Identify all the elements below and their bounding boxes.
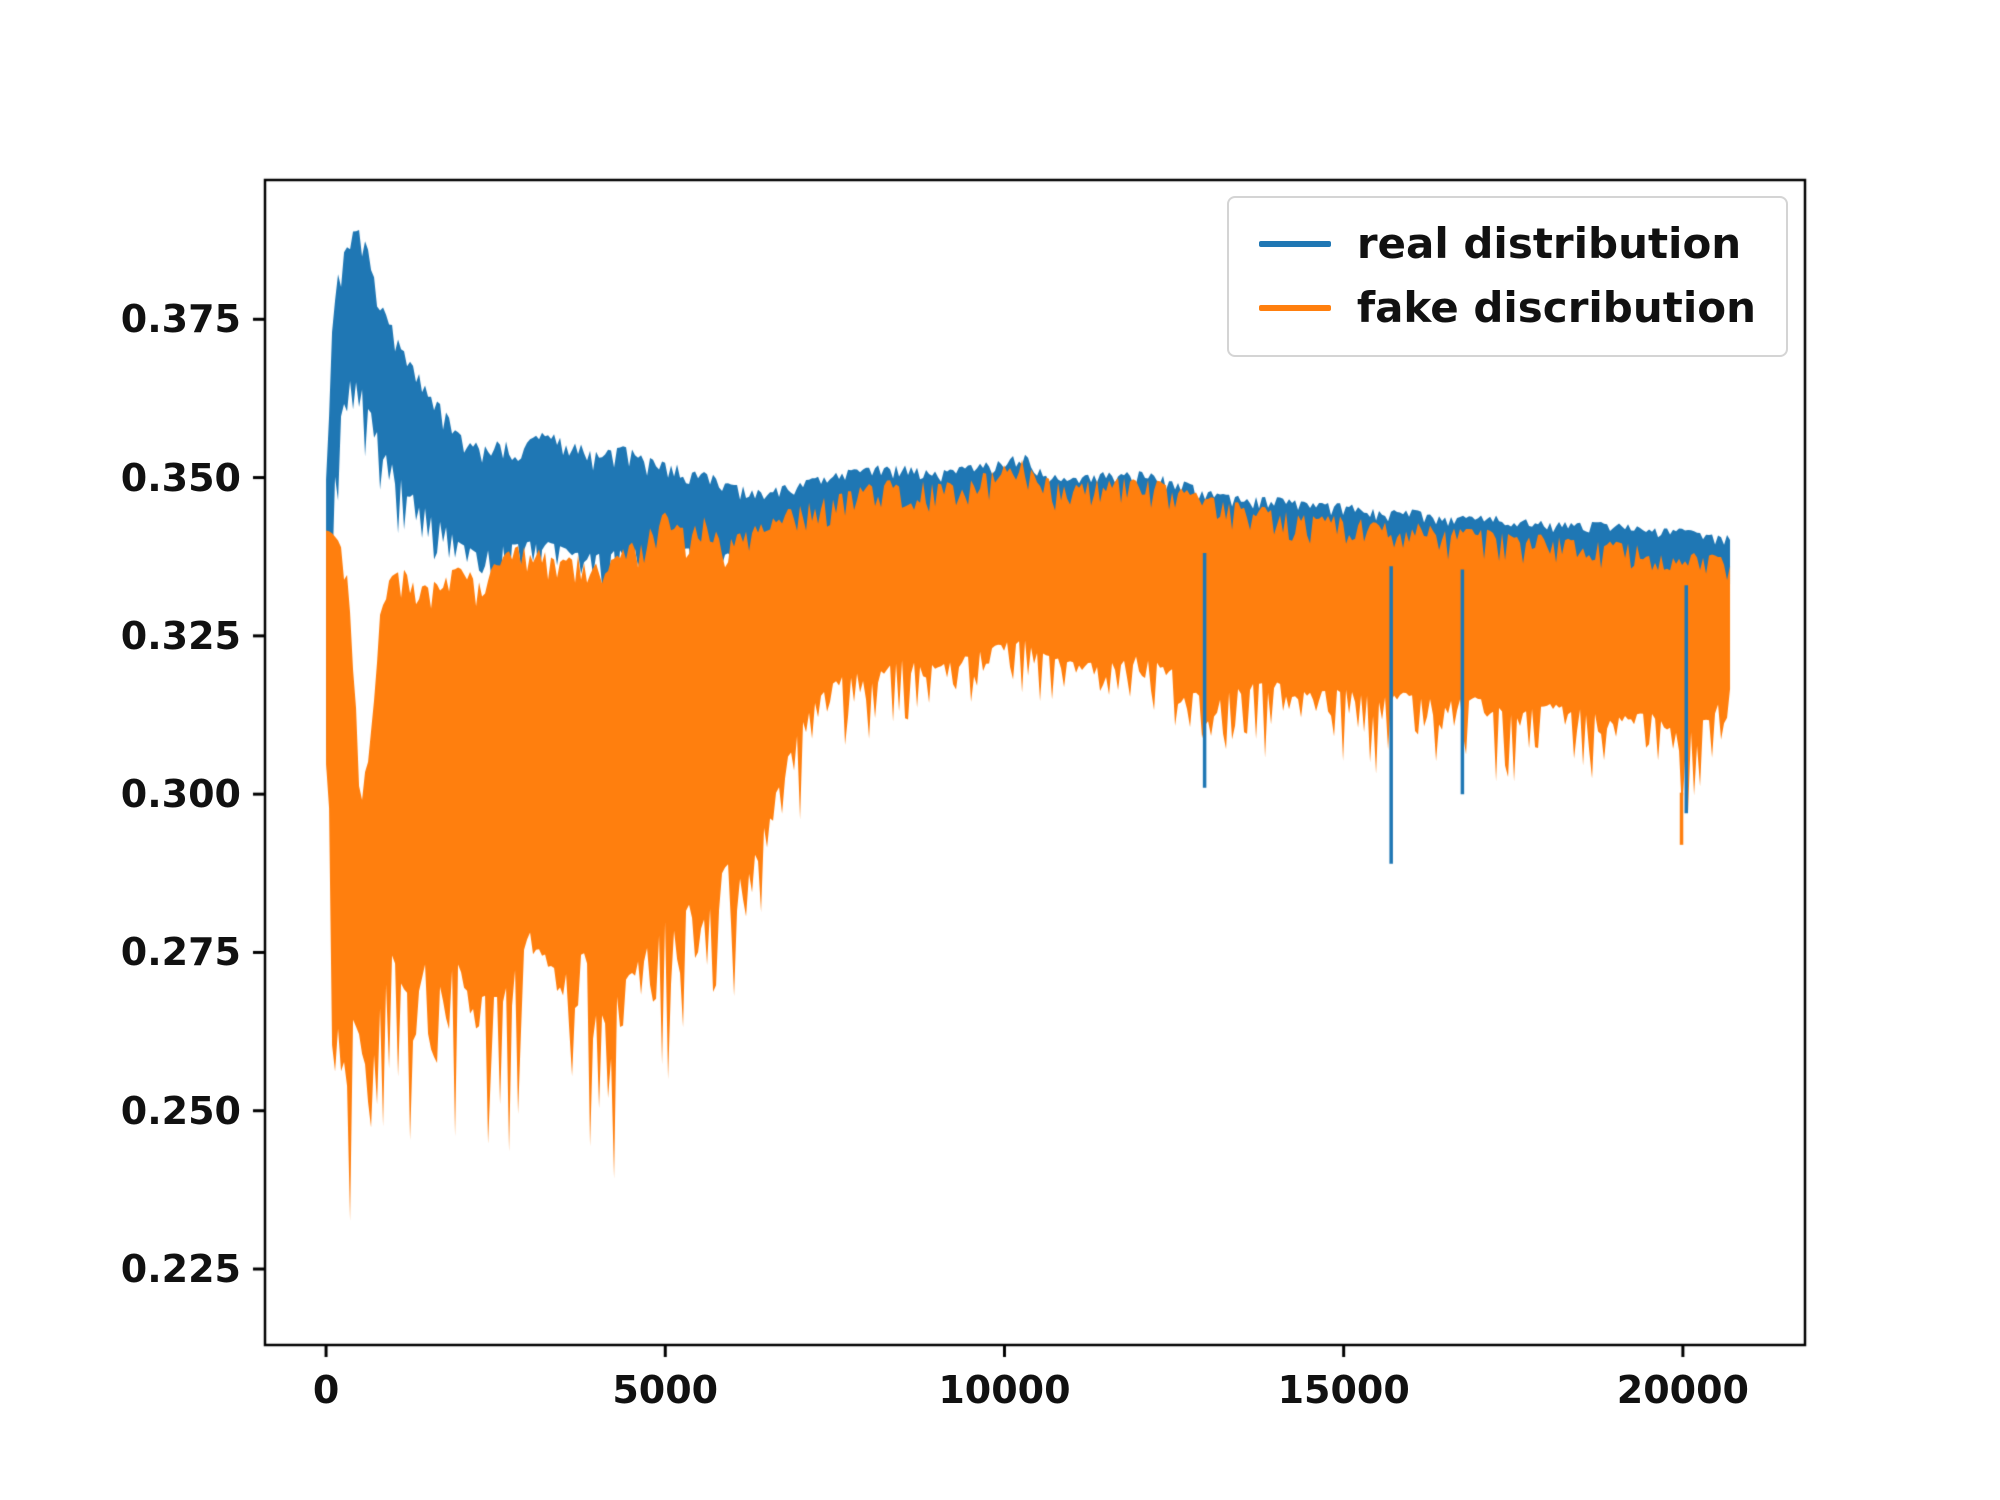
x-tick-label: 0 — [312, 1368, 340, 1412]
legend-line-sample-real — [1258, 241, 1331, 248]
legend-label-fake: fake discribution — [1356, 283, 1756, 333]
legend-item-real-distribution: real distribution — [1258, 219, 1756, 268]
y-tick-label: 0.225 — [120, 1247, 241, 1292]
y-tick-label: 0.275 — [120, 930, 241, 975]
x-tick-label: 20000 — [1616, 1368, 1749, 1412]
y-tick-label: 0.300 — [120, 772, 241, 817]
legend: real distribution fake discribution — [1226, 196, 1788, 357]
legend-item-fake-distribution: fake discribution — [1258, 283, 1756, 333]
legend-line-sample-fake — [1258, 305, 1331, 312]
x-tick-label: 10000 — [938, 1368, 1071, 1412]
legend-label-real: real distribution — [1356, 219, 1742, 268]
x-tick-label: 15000 — [1277, 1368, 1410, 1412]
y-tick-label: 0.375 — [120, 297, 241, 342]
y-tick-label: 0.250 — [120, 1088, 241, 1133]
x-tick-label: 5000 — [612, 1368, 719, 1412]
y-tick-label: 0.350 — [120, 455, 241, 500]
y-tick-label: 0.325 — [120, 613, 241, 658]
